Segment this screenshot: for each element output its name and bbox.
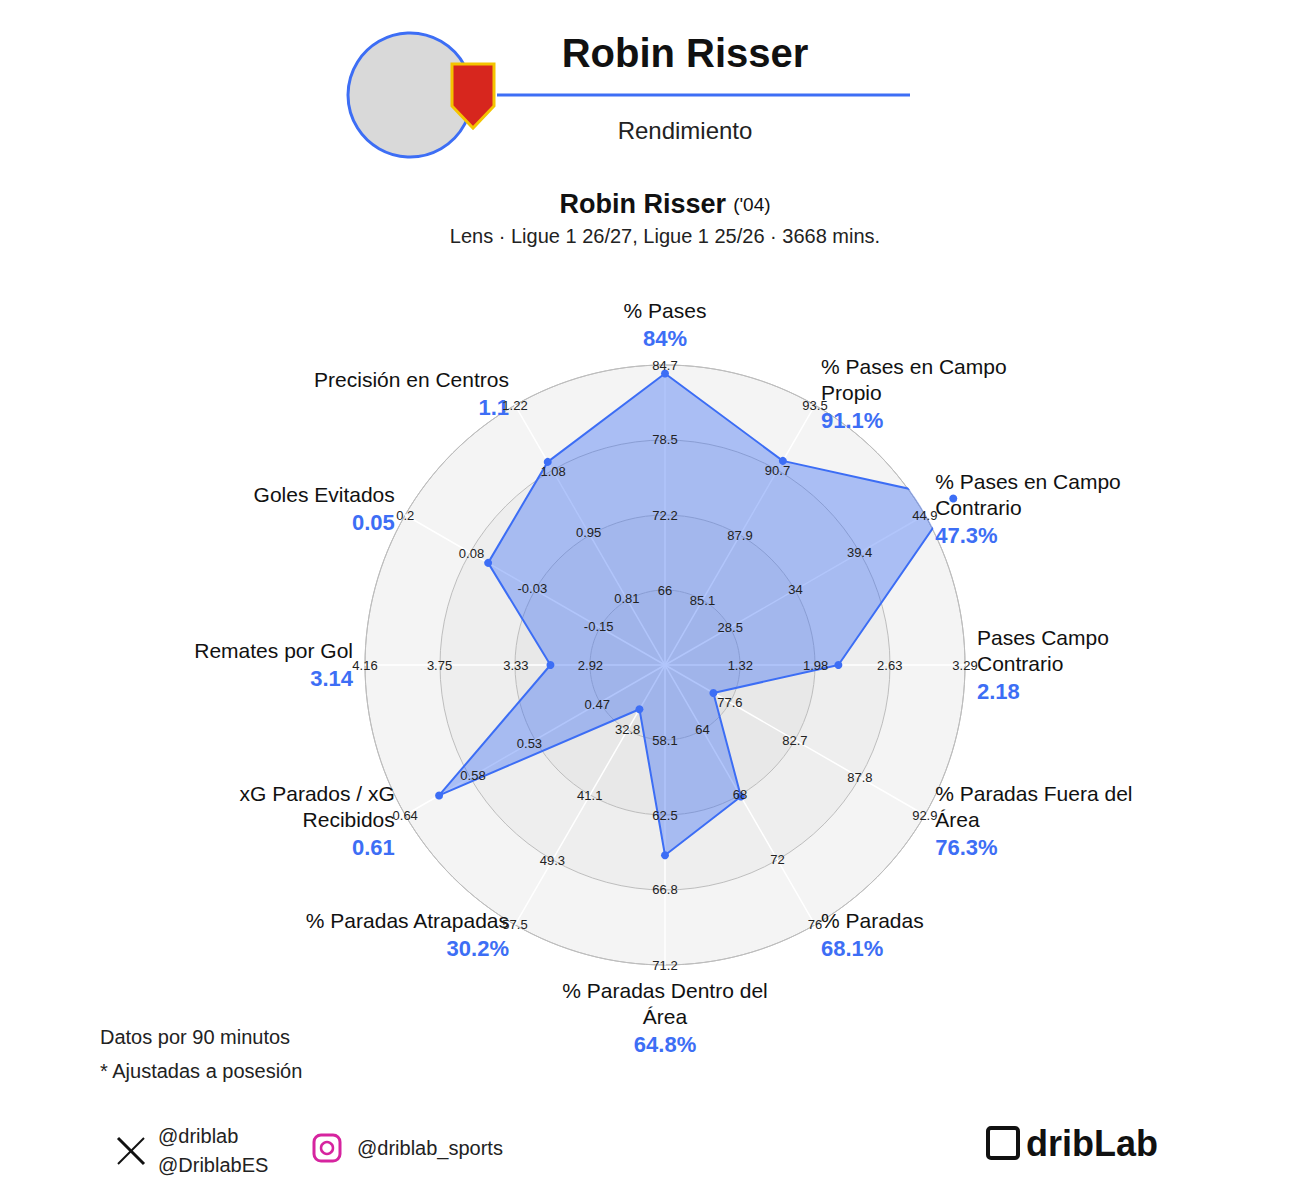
svg-text:0.81: 0.81 (614, 591, 639, 606)
svg-text:0.53: 0.53 (517, 736, 542, 751)
svg-text:72: 72 (770, 852, 784, 867)
svg-text:% Paradas Fuera del: % Paradas Fuera del (935, 782, 1132, 805)
svg-text:% Paradas Dentro del: % Paradas Dentro del (562, 979, 767, 1002)
svg-text:0.2: 0.2 (396, 508, 414, 523)
svg-text:68.1%: 68.1% (821, 936, 883, 961)
svg-text:58.1: 58.1 (652, 733, 677, 748)
svg-text:71.2: 71.2 (652, 958, 677, 973)
svg-text:Robin Risser: Robin Risser (559, 189, 726, 219)
svg-text:2.92: 2.92 (578, 658, 603, 673)
svg-text:90.7: 90.7 (765, 463, 790, 478)
svg-text:1.1: 1.1 (478, 395, 509, 421)
svg-text:2.63: 2.63 (877, 658, 902, 673)
svg-text:% Pases en Campo: % Pases en Campo (935, 470, 1121, 493)
svg-text:@driblab_sports: @driblab_sports (357, 1137, 503, 1160)
svg-text:49.3: 49.3 (540, 853, 565, 868)
svg-text:62.5: 62.5 (652, 808, 677, 823)
svg-text:@DriblabES: @DriblabES (158, 1154, 268, 1176)
svg-text:0.05: 0.05 (352, 510, 395, 535)
svg-text:66.8: 66.8 (652, 882, 677, 897)
svg-text:1.98: 1.98 (803, 658, 828, 673)
svg-text:0.58: 0.58 (460, 768, 485, 783)
svg-text:Área: Área (935, 808, 980, 831)
svg-text:77.6: 77.6 (717, 695, 742, 710)
svg-text:-0.03: -0.03 (518, 581, 548, 596)
svg-text:% Pases en Campo: % Pases en Campo (821, 355, 1007, 378)
svg-text:% Pases: % Pases (624, 299, 707, 322)
svg-text:@driblab: @driblab (158, 1125, 238, 1147)
svg-text:2.18: 2.18 (977, 679, 1020, 704)
svg-text:Goles Evitados: Goles Evitados (254, 483, 395, 506)
svg-text:Contrario: Contrario (977, 652, 1063, 675)
svg-text:39.4: 39.4 (847, 545, 872, 560)
svg-text:47.3%: 47.3% (935, 523, 997, 548)
svg-text:87.8: 87.8 (847, 770, 872, 785)
svg-text:78.5: 78.5 (652, 432, 677, 447)
svg-text:% Paradas Atrapadas: % Paradas Atrapadas (306, 909, 509, 932)
svg-text:28.5: 28.5 (718, 620, 743, 635)
svg-text:82.7: 82.7 (782, 733, 807, 748)
svg-text:87.9: 87.9 (727, 528, 752, 543)
svg-text:Recibidos: Recibidos (303, 808, 395, 831)
svg-text:57.5: 57.5 (502, 917, 527, 932)
svg-text:0.95: 0.95 (576, 525, 601, 540)
svg-text:Precisión en Centros: Precisión en Centros (314, 368, 509, 391)
svg-text:1.32: 1.32 (728, 658, 753, 673)
svg-text:64.8%: 64.8% (634, 1032, 696, 1057)
svg-text:* Ajustadas a posesión: * Ajustadas a posesión (100, 1060, 302, 1082)
svg-text:68: 68 (733, 787, 747, 802)
svg-text:3.29: 3.29 (952, 658, 977, 673)
svg-text:91.1%: 91.1% (821, 408, 883, 433)
svg-text:3.14: 3.14 (310, 666, 354, 691)
svg-text:Datos por 90 minutos: Datos por 90 minutos (100, 1026, 290, 1048)
svg-text:% Paradas: % Paradas (821, 909, 924, 932)
svg-text:Remates por Gol: Remates por Gol (194, 639, 353, 662)
svg-text:76: 76 (808, 917, 822, 932)
svg-text:1.22: 1.22 (502, 398, 527, 413)
svg-text:0.47: 0.47 (585, 697, 610, 712)
svg-text:Contrario: Contrario (935, 496, 1021, 519)
svg-text:('04): ('04) (733, 194, 770, 215)
svg-text:92.9: 92.9 (912, 808, 937, 823)
svg-text:0.08: 0.08 (459, 546, 484, 561)
svg-text:66: 66 (658, 583, 672, 598)
svg-text:Lens · Ligue 1 26/27, Ligue 1: Lens · Ligue 1 26/27, Ligue 1 25/26 · 36… (450, 225, 880, 247)
svg-text:-0.15: -0.15 (584, 619, 614, 634)
svg-text:30.2%: 30.2% (447, 936, 509, 961)
svg-text:41.1: 41.1 (577, 788, 602, 803)
svg-text:44.9: 44.9 (912, 508, 937, 523)
svg-text:dribLab: dribLab (1026, 1123, 1158, 1164)
svg-text:Rendimiento: Rendimiento (618, 117, 753, 144)
svg-text:93.5: 93.5 (802, 398, 827, 413)
svg-text:1.08: 1.08 (541, 464, 566, 479)
svg-text:76.3%: 76.3% (935, 835, 997, 860)
svg-text:Pases Campo: Pases Campo (977, 626, 1109, 649)
svg-text:3.75: 3.75 (427, 658, 452, 673)
svg-text:84%: 84% (643, 326, 687, 351)
svg-text:64: 64 (695, 722, 709, 737)
svg-text:Robin Risser: Robin Risser (562, 31, 809, 75)
svg-text:Área: Área (643, 1005, 688, 1028)
svg-text:85.1: 85.1 (690, 593, 715, 608)
svg-text:4.16: 4.16 (352, 658, 377, 673)
svg-text:34: 34 (788, 582, 802, 597)
svg-text:xG Parados / xG: xG Parados / xG (240, 782, 395, 805)
svg-text:Propio: Propio (821, 381, 882, 404)
svg-text:32.8: 32.8 (615, 722, 640, 737)
svg-text:84.7: 84.7 (652, 358, 677, 373)
svg-text:3.33: 3.33 (503, 658, 528, 673)
svg-text:0.64: 0.64 (393, 808, 418, 823)
svg-text:72.2: 72.2 (652, 508, 677, 523)
svg-text:0.61: 0.61 (352, 835, 395, 860)
